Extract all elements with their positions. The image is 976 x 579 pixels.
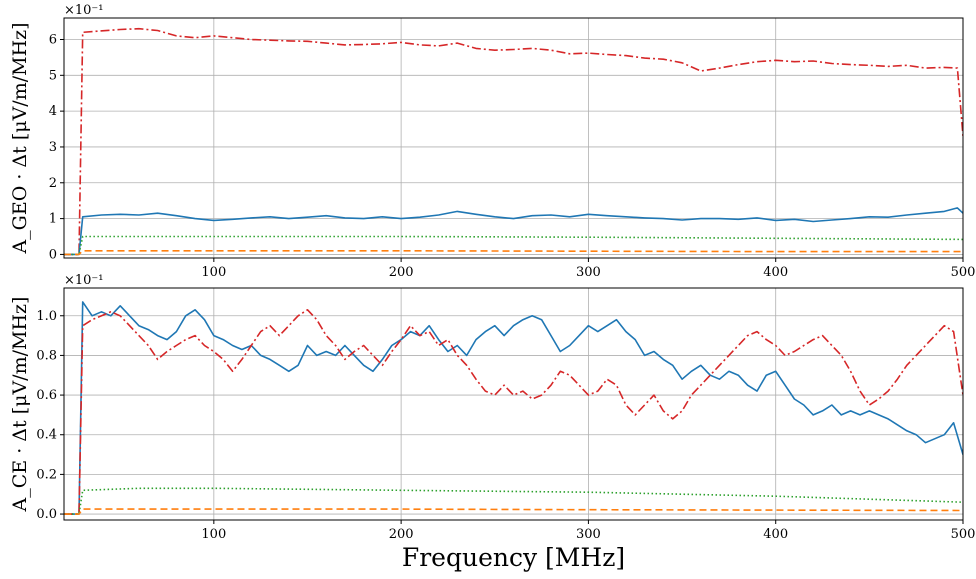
series-line-1 [64,308,963,515]
x-tick-label: 100 [201,527,226,542]
x-tick-label: 200 [389,265,414,280]
bottom-panel-ce: 100 200 300 400 500 0.0 0.2 0.4 0.6 0.8 1.0 ×10⁻¹ A_… [9,273,975,572]
y-scale-factor: ×10⁻¹ [64,273,104,288]
y-tick-label: 0.6 [36,388,57,403]
axes-frame [63,287,964,521]
y-axis-label: A_CE · Δt [μV/m/MHz] [9,297,31,513]
y-tick-label: 5 [49,68,57,83]
y-scale-factor: ×10⁻¹ [64,3,104,18]
x-tick-label: 500 [951,527,976,542]
x-axis-label: Frequency [MHz] [402,543,625,572]
y-tick-label: 3 [49,140,57,155]
x-tick-label: 100 [201,265,226,280]
y-tick-label: 0.0 [36,507,57,522]
y-axis-label: A_GEO · Δt [μV/m/MHz] [9,22,31,254]
y-tick-label: 2 [49,176,57,191]
y-tick-label: 1 [49,212,57,227]
y-tick-label: 0.8 [36,348,57,363]
y-tick-label: 0 [49,247,57,262]
y-tick-label: 6 [49,32,57,47]
x-tick-label: 300 [576,265,601,280]
x-tick-label: 400 [763,265,788,280]
series-line-0 [64,301,963,515]
series-line-3 [64,508,963,515]
series-line-3 [64,250,963,256]
y-tick-label: 0.4 [36,428,57,443]
y-tick-label: 1.0 [36,309,57,324]
y-tick-label: 4 [49,104,57,119]
x-tick-label: 300 [576,527,601,542]
series-line-1 [64,207,963,256]
x-tick-label: 400 [763,527,788,542]
axes-frame [63,17,964,259]
series-line-0 [64,27,963,256]
y-tick-label: 0.2 [36,467,57,482]
x-tick-label: 500 [951,265,976,280]
top-panel-geo: 100 200 300 400 500 0 1 2 3 4 5 6 ×10⁻¹ A_GEO · Δt [μ… [9,3,975,280]
x-tick-label: 200 [389,527,414,542]
